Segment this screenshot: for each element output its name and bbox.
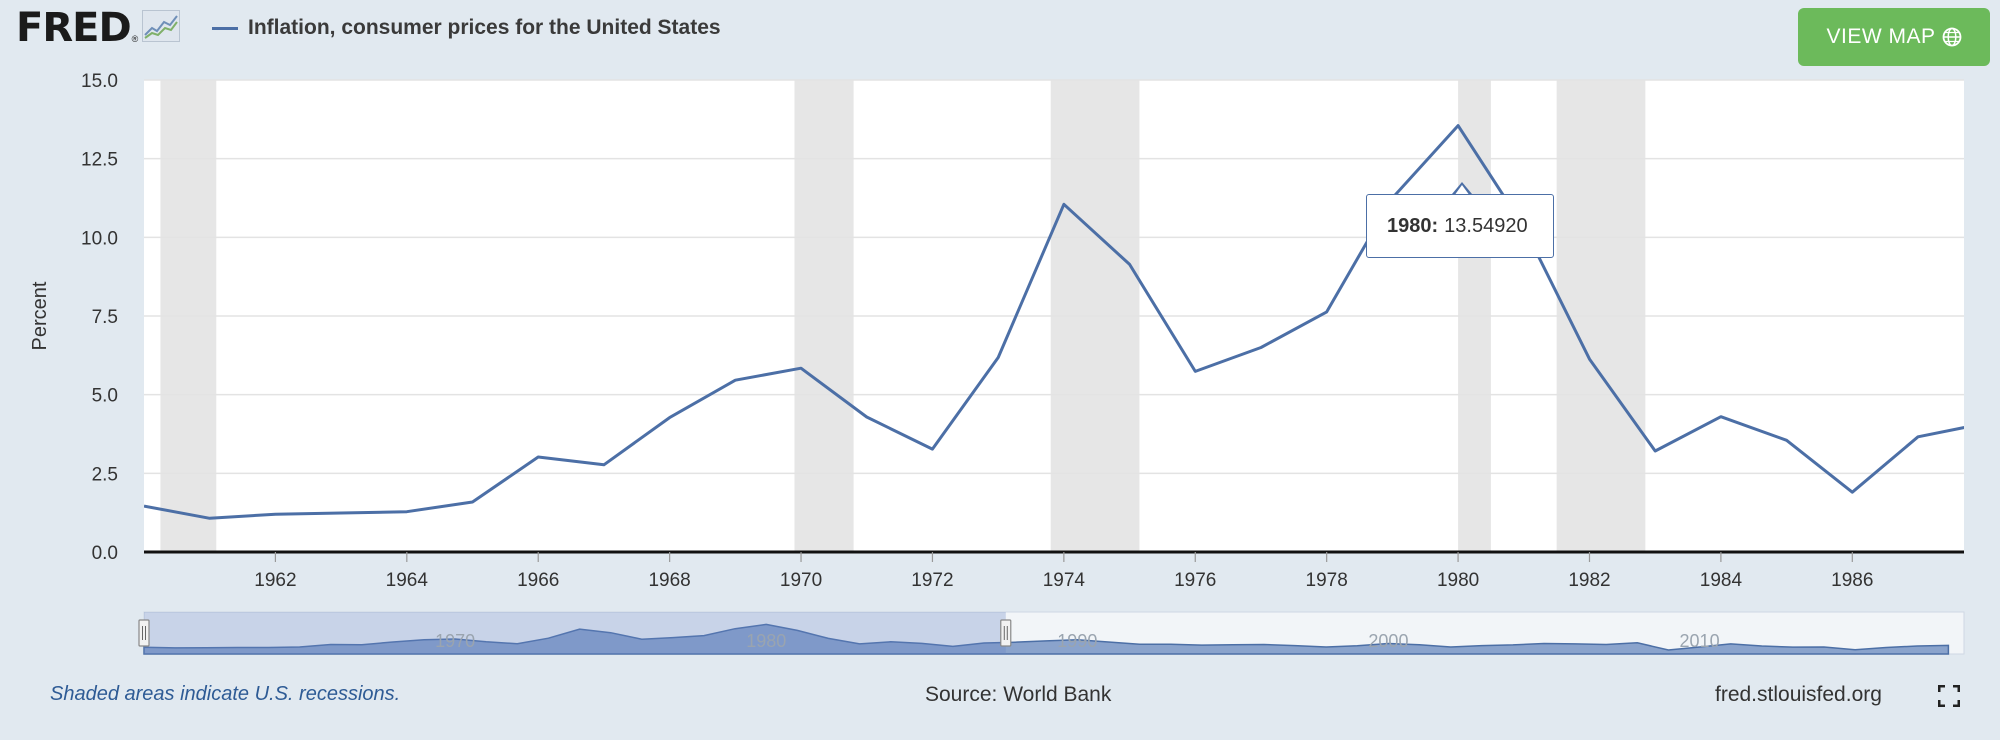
y-tick-label: 2.5: [92, 464, 118, 485]
y-axis-title: Percent: [29, 281, 51, 350]
x-tick-label: 1984: [1700, 570, 1743, 591]
view-map-button[interactable]: VIEW MAP: [1798, 8, 1990, 66]
fred-logo[interactable]: FRED ®: [16, 5, 181, 51]
navigator-tick-label: 2000: [1368, 631, 1408, 651]
x-tick-label: 1976: [1174, 570, 1216, 591]
series-line: [144, 124, 1964, 520]
x-tick-label: 1986: [1831, 570, 1873, 591]
y-tick-label: 7.5: [92, 307, 118, 328]
x-tick-label: 1972: [911, 570, 953, 591]
tooltip-value: 13.54920: [1444, 214, 1528, 237]
logo-text: FRED: [16, 5, 132, 51]
navigator-tick-label: 1970: [435, 631, 475, 651]
x-tick-label: 1982: [1568, 570, 1610, 591]
y-tick-label: 0.0: [92, 543, 118, 564]
legend-line-swatch: [212, 26, 238, 30]
data-tooltip: 1980: 13.54920: [1366, 194, 1554, 258]
recession-note: Shaded areas indicate U.S. recessions.: [50, 683, 401, 705]
x-tick-label: 1962: [254, 570, 296, 591]
source-text: Source: World Bank: [925, 683, 1112, 706]
navigator-right-handle[interactable]: [1000, 619, 1012, 647]
x-tick-label: 1980: [1437, 570, 1479, 591]
x-tick-label: 1978: [1306, 570, 1348, 591]
y-tick-label: 12.5: [81, 150, 118, 171]
x-tick-label: 1968: [648, 570, 690, 591]
navigator-left-handle[interactable]: [138, 619, 150, 647]
navigator-mini-series: [143, 623, 1950, 655]
fullscreen-icon[interactable]: [1937, 684, 1961, 708]
view-map-label: VIEW MAP: [1826, 25, 1936, 48]
navigator-selection: [144, 612, 1006, 654]
x-tick-label: 1970: [780, 570, 822, 591]
navigator-tick-label: 2010: [1680, 631, 1720, 651]
navigator-tick-label: 1990: [1057, 631, 1097, 651]
tooltip-label: 1980:: [1387, 214, 1439, 237]
globe-icon: [1942, 27, 1962, 47]
line-chart-icon: [142, 9, 181, 47]
y-tick-label: 15.0: [81, 71, 118, 92]
series-legend[interactable]: Inflation, consumer prices for the Unite…: [212, 16, 721, 40]
y-tick-label: 10.0: [81, 228, 118, 249]
y-tick-label: 5.0: [92, 386, 118, 407]
logo-registered-mark: ®: [131, 34, 139, 44]
source-url-link[interactable]: fred.stlouisfed.org: [1715, 683, 1882, 706]
x-tick-label: 1964: [386, 570, 429, 591]
chart-header: FRED ® Inflation, consumer prices for th…: [0, 0, 2000, 70]
x-tick-label: 1966: [517, 570, 559, 591]
legend-label: Inflation, consumer prices for the Unite…: [248, 16, 721, 39]
x-tick-label: 1974: [1043, 570, 1086, 591]
navigator-tick-label: 1980: [746, 631, 786, 651]
tooltip-arrow-fill: [1454, 185, 1470, 196]
